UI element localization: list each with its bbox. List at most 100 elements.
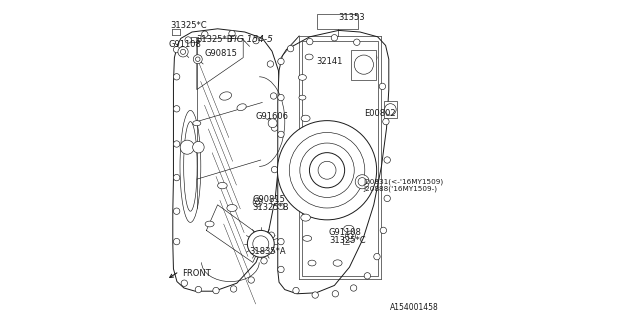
Circle shape: [332, 291, 339, 297]
Ellipse shape: [333, 260, 342, 266]
Circle shape: [318, 161, 336, 179]
Circle shape: [271, 93, 277, 99]
Circle shape: [230, 286, 237, 292]
Circle shape: [253, 37, 259, 44]
Circle shape: [384, 157, 390, 163]
Circle shape: [212, 287, 219, 294]
Circle shape: [193, 55, 202, 64]
Circle shape: [248, 277, 254, 283]
Ellipse shape: [205, 221, 214, 227]
Circle shape: [358, 178, 367, 186]
Ellipse shape: [193, 121, 201, 126]
Ellipse shape: [298, 75, 307, 80]
Bar: [351, 50, 376, 80]
Circle shape: [255, 200, 260, 204]
Circle shape: [173, 208, 180, 214]
Circle shape: [371, 54, 377, 61]
Circle shape: [253, 236, 269, 252]
Circle shape: [271, 166, 278, 173]
Circle shape: [287, 45, 294, 52]
Circle shape: [300, 143, 355, 197]
Circle shape: [293, 287, 300, 294]
Bar: [317, 14, 358, 29]
Text: E00802: E00802: [364, 109, 396, 118]
Text: 32141: 32141: [316, 57, 342, 66]
Circle shape: [173, 174, 180, 181]
Ellipse shape: [237, 104, 246, 111]
Circle shape: [289, 132, 365, 208]
Circle shape: [354, 39, 360, 45]
Text: FIG.154-5: FIG.154-5: [230, 35, 274, 44]
Circle shape: [346, 231, 356, 241]
Text: G90815: G90815: [252, 196, 285, 204]
Circle shape: [310, 153, 345, 188]
Circle shape: [202, 31, 208, 37]
Text: 31325*C: 31325*C: [329, 236, 365, 245]
Circle shape: [380, 227, 387, 234]
Circle shape: [278, 94, 284, 101]
Circle shape: [178, 47, 188, 57]
Ellipse shape: [305, 54, 313, 60]
Circle shape: [364, 273, 371, 279]
Text: 31325*C: 31325*C: [170, 21, 207, 30]
Circle shape: [248, 230, 275, 257]
Circle shape: [271, 198, 278, 205]
Text: 31353: 31353: [338, 13, 365, 22]
Ellipse shape: [301, 115, 310, 122]
Circle shape: [181, 280, 188, 286]
Circle shape: [278, 168, 284, 174]
Circle shape: [180, 49, 186, 54]
Circle shape: [268, 61, 274, 67]
Circle shape: [278, 58, 284, 65]
Circle shape: [173, 141, 180, 147]
Circle shape: [348, 234, 353, 239]
Circle shape: [261, 258, 268, 264]
Ellipse shape: [303, 236, 312, 241]
Polygon shape: [278, 30, 388, 294]
Text: FRONT: FRONT: [182, 269, 211, 278]
Circle shape: [195, 286, 202, 293]
Text: A154001458: A154001458: [390, 303, 438, 312]
Ellipse shape: [344, 225, 354, 232]
Bar: [384, 101, 397, 118]
Circle shape: [355, 175, 369, 189]
Ellipse shape: [308, 260, 316, 266]
Ellipse shape: [301, 214, 310, 221]
Text: G91108: G91108: [168, 40, 201, 49]
Circle shape: [173, 46, 180, 53]
Text: 31835*A: 31835*A: [249, 247, 285, 256]
Ellipse shape: [180, 110, 201, 222]
Circle shape: [185, 37, 191, 43]
Circle shape: [278, 121, 377, 220]
Circle shape: [384, 195, 390, 202]
Ellipse shape: [184, 122, 197, 211]
Text: 31325*B: 31325*B: [196, 35, 233, 44]
Circle shape: [173, 106, 180, 112]
Circle shape: [278, 266, 284, 273]
Polygon shape: [173, 29, 280, 291]
Text: G91108: G91108: [329, 228, 362, 237]
Text: G91606: G91606: [256, 112, 289, 121]
Ellipse shape: [227, 204, 237, 212]
Circle shape: [355, 55, 374, 74]
Text: J20831(<-'16MY1509): J20831(<-'16MY1509): [364, 179, 444, 185]
Circle shape: [268, 232, 275, 238]
Circle shape: [196, 57, 200, 61]
Circle shape: [173, 238, 180, 245]
Circle shape: [278, 238, 284, 245]
Circle shape: [180, 140, 195, 154]
Bar: [302, 41, 378, 276]
Circle shape: [278, 131, 284, 138]
Ellipse shape: [220, 92, 232, 100]
Circle shape: [332, 35, 338, 41]
Circle shape: [351, 285, 357, 291]
Text: 31325*B: 31325*B: [252, 204, 289, 212]
Circle shape: [229, 30, 236, 37]
Circle shape: [379, 83, 385, 90]
Circle shape: [312, 292, 319, 298]
Text: J20888('16MY1509-): J20888('16MY1509-): [364, 186, 437, 192]
Circle shape: [278, 203, 284, 210]
Circle shape: [385, 104, 396, 115]
Ellipse shape: [218, 182, 227, 189]
Circle shape: [271, 125, 278, 131]
